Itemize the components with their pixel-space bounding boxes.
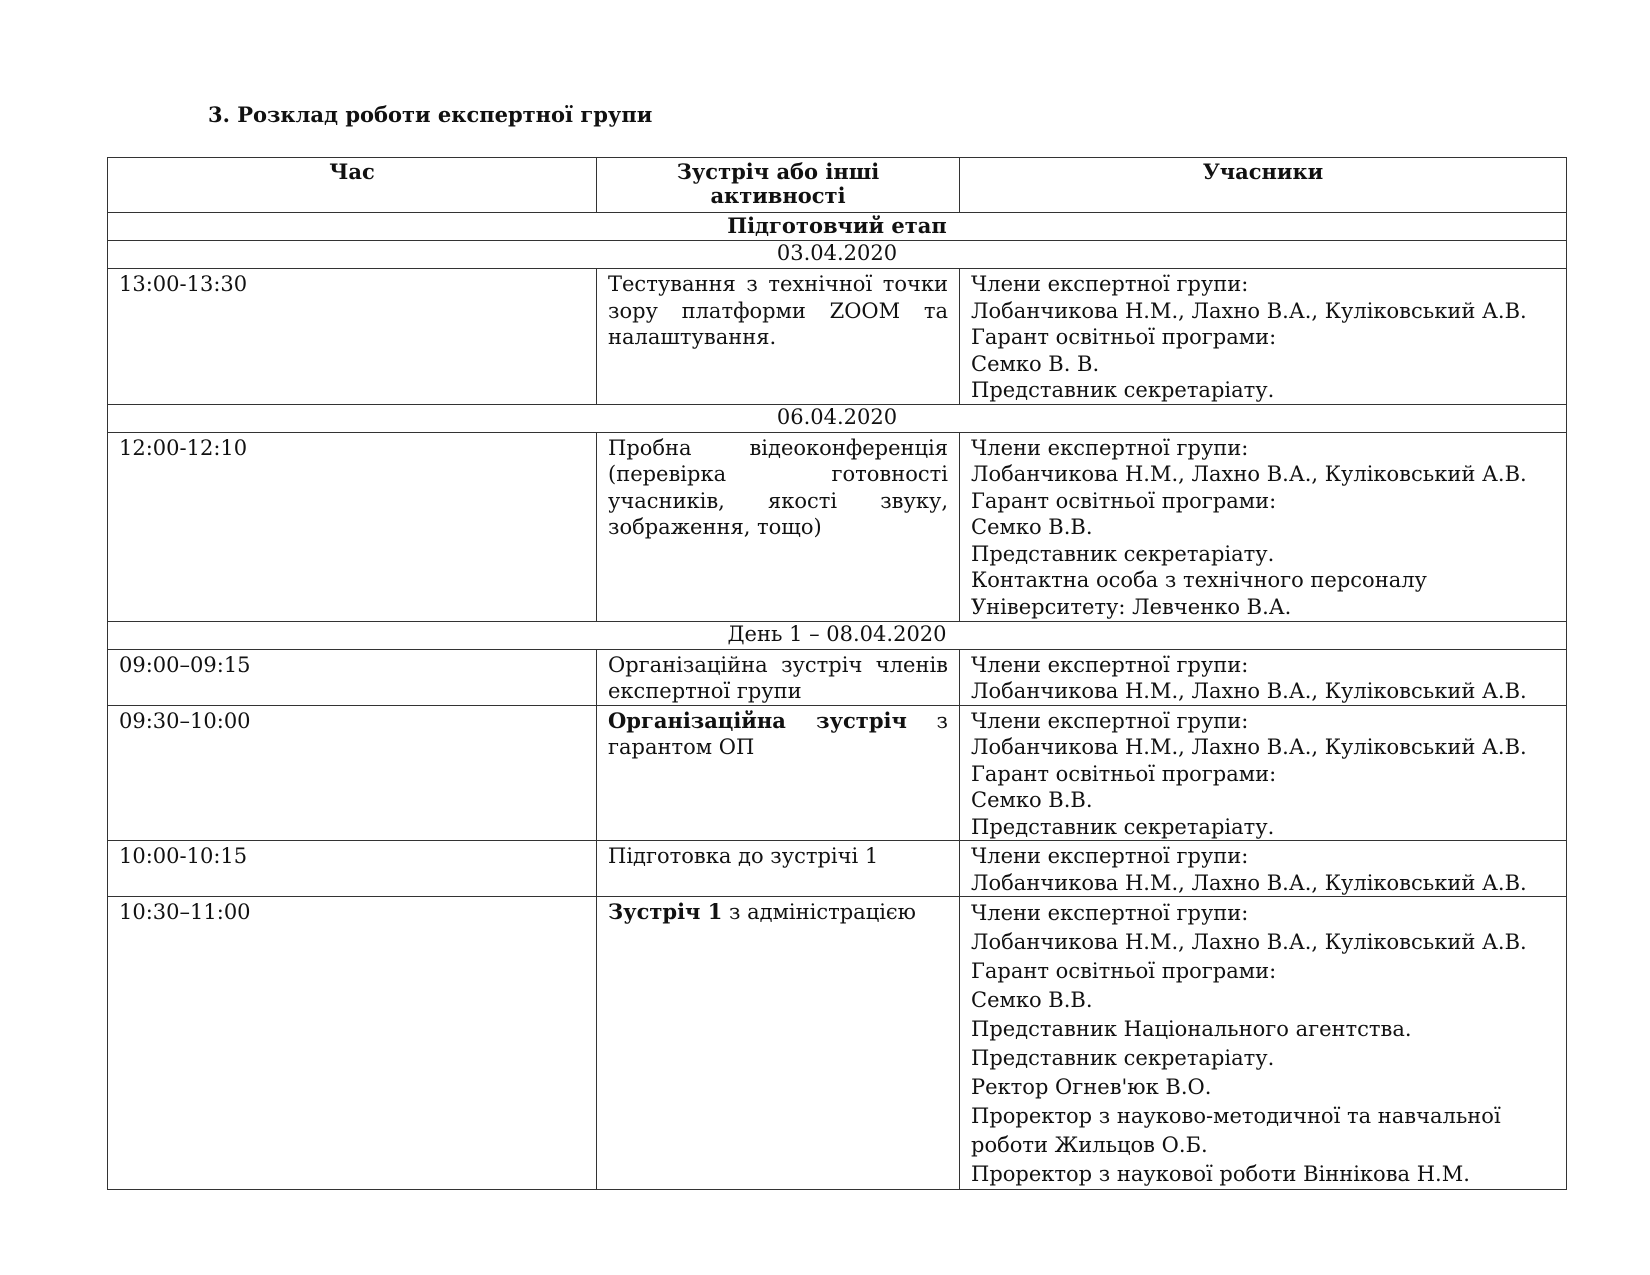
header-time: Час (107, 157, 597, 213)
activity-cell: Зустріч 1 з адміністрацією (596, 896, 960, 1190)
participant-line: Члени експертної групи: (971, 844, 1249, 868)
participant-line: Проректор з науково-методичної та навчал… (971, 1104, 1501, 1128)
participant-line: роботи Жильцов О.Б. (971, 1133, 1208, 1157)
participant-line: Університету: Левченко В.А. (971, 594, 1292, 619)
section-row: 03.04.2020 (107, 240, 1567, 269)
time-text: 10:00-10:15 (119, 844, 248, 868)
table-row: 09:30–10:00 Організаційна зустріч з гаран… (107, 704, 1567, 841)
participant-line: Члени експертної групи: (971, 435, 1249, 460)
participants-cell: Члени експертної групи: Лобанчикова Н.М.,… (959, 431, 1567, 622)
activity-cell: Організаційна зустріч з гарантом ОП (596, 704, 960, 841)
activity-bold-text: Організаційна зустріч (608, 707, 907, 733)
header-activity: Зустріч або інші активності (596, 157, 960, 213)
activity-cell: Пробна відеоконференція (перевірка готов… (596, 431, 960, 622)
participants-cell: Члени експертної групи: Лобанчикова Н.М.,… (959, 896, 1567, 1190)
participants-cell: Члени експертної групи: Лобанчикова Н.М.,… (959, 268, 1567, 405)
activity-bold-text: Зустріч 1 (608, 899, 723, 924)
participant-line: Семко В.В. (971, 788, 1093, 812)
section-row: 06.04.2020 (107, 403, 1567, 433)
section-label: 03.04.2020 (107, 240, 1567, 269)
participant-line: Гарант освітньої програми: (971, 959, 1277, 983)
participants-cell: Члени експертної групи: Лобанчикова Н.М.,… (959, 704, 1567, 841)
time-cell: 09:30–10:00 (107, 704, 597, 841)
section-label: 06.04.2020 (107, 403, 1567, 433)
activity-text: Пробна відеоконференція (перевірка готов… (608, 435, 948, 540)
table-row: 09:00–09:15 Організаційна зустріч членів … (107, 648, 1567, 706)
activity-cell: Організаційна зустріч членів експертної … (596, 648, 960, 706)
header-participants: Учасники (959, 157, 1567, 213)
participant-line: Представник секретаріату. (971, 378, 1275, 402)
table-row: 13:00-13:30 Тестування з технічної точки … (107, 268, 1567, 405)
participant-line: Члени експертної групи: (971, 652, 1249, 677)
section-row: Підготовчий етап (107, 212, 1567, 241)
participants-cell: Члени експертної групи: Лобанчикова Н.М.,… (959, 840, 1567, 897)
time-text: 13:00-13:30 (119, 272, 248, 296)
table-row: 10:30–11:00 Зустріч 1 з адміністрацією Чле… (107, 896, 1567, 1190)
participant-line: Представник Національного агентства. (971, 1017, 1412, 1041)
time-cell: 10:00-10:15 (107, 840, 597, 897)
participant-line: Гарант освітньої програми: (971, 488, 1277, 513)
activity-text: Організаційна зустріч членів експертної … (608, 652, 948, 704)
participant-line: Лобанчикова Н.М., Лахно В.А., Куліковськ… (971, 462, 1527, 486)
activity-text: з адміністрацією (722, 900, 916, 924)
table-row: 12:00-12:10 Пробна відеоконференція (пере… (107, 431, 1567, 622)
participant-line: Семко В.В. (971, 515, 1093, 539)
activity-text: з гарантом ОП (608, 708, 948, 760)
time-text: 10:30–11:00 (119, 900, 251, 924)
participant-line: Ректор Огнев'юк В.О. (971, 1075, 1212, 1099)
section-label: День 1 – 08.04.2020 (107, 620, 1567, 650)
participant-line: Представник секретаріату. (971, 1046, 1275, 1070)
time-text: 09:00–09:15 (119, 652, 251, 677)
time-cell: 13:00-13:30 (107, 268, 597, 405)
participant-line: Лобанчикова Н.М., Лахно В.А., Куліковськ… (971, 679, 1527, 703)
participant-line: Гарант освітньої програми: (971, 761, 1277, 786)
participant-line: Лобанчикова Н.М., Лахно В.А., Куліковськ… (971, 870, 1527, 895)
header-row: Час Зустріч або інші активності Учасники (107, 157, 1567, 213)
time-cell: 12:00-12:10 (107, 431, 597, 622)
participant-line: Лобанчикова Н.М., Лахно В.А., Куліковськ… (971, 735, 1527, 759)
activity-cell: Тестування з технічної точки зору платфо… (596, 268, 960, 405)
schedule-table: Час Зустріч або інші активності Учасники… (107, 157, 1567, 1190)
participant-line: Гарант освітньої програми: (971, 325, 1277, 349)
time-cell: 09:00–09:15 (107, 648, 597, 706)
participant-line: Представник секретаріату. (971, 814, 1275, 839)
activity-text: Тестування з технічної точки зору платфо… (608, 272, 948, 349)
time-cell: 10:30–11:00 (107, 896, 597, 1190)
participant-line: Проректор з наукової роботи Віннікова Н.… (971, 1162, 1470, 1186)
section-label: Підготовчий етап (107, 212, 1567, 241)
activity-cell: Підготовка до зустрічі 1 (596, 840, 960, 897)
participant-line: Члени експертної групи: (971, 272, 1249, 296)
participant-line: Семко В. В. (971, 351, 1100, 376)
participant-line: Лобанчикова Н.М., Лахно В.А., Куліковськ… (971, 298, 1527, 323)
section-title: 3. Розклад роботи експертної групи (208, 102, 653, 127)
participant-line: Представник секретаріату. (971, 541, 1275, 566)
time-text: 12:00-12:10 (119, 435, 248, 460)
participant-line: Семко В.В. (971, 988, 1093, 1012)
participant-line: Члени експертної групи: (971, 708, 1249, 733)
section-row: День 1 – 08.04.2020 (107, 620, 1567, 650)
activity-text: Підготовка до зустрічі 1 (608, 844, 879, 868)
participant-line: Лобанчикова Н.М., Лахно В.А., Куліковськ… (971, 930, 1527, 954)
table-row: 10:00-10:15 Підготовка до зустрічі 1 Члени… (107, 840, 1567, 897)
participant-line: Контактна особа з технічного персоналу (971, 568, 1427, 592)
participants-cell: Члени експертної групи: Лобанчикова Н.М.,… (959, 648, 1567, 706)
participant-line: Члени експертної групи: (971, 901, 1249, 925)
time-text: 09:30–10:00 (119, 708, 251, 733)
